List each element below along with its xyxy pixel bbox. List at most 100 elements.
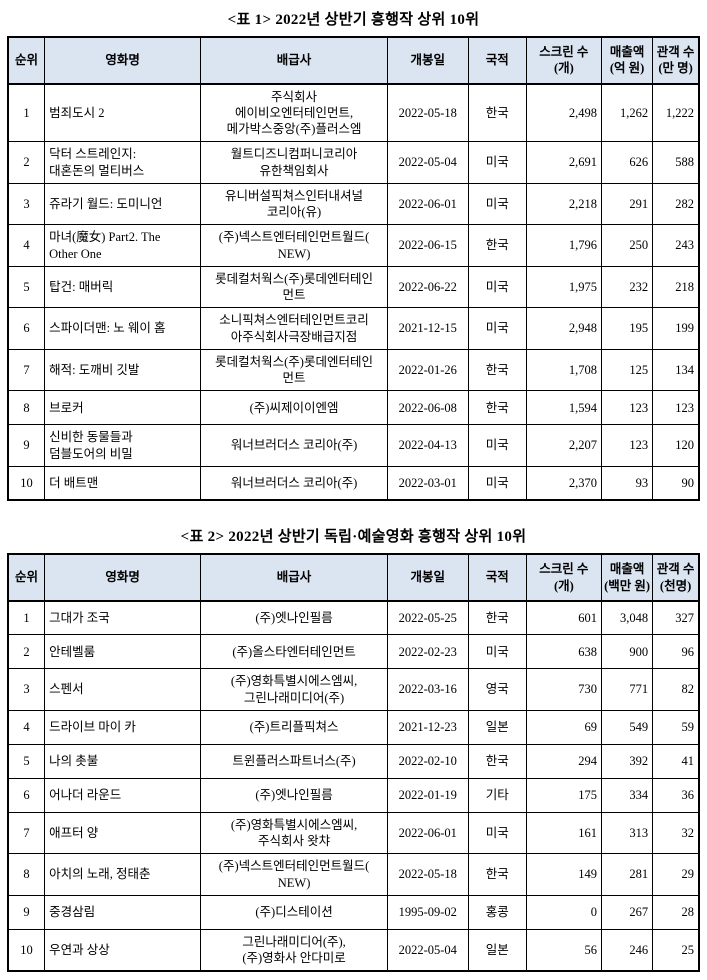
table-1-title: <표 1> 2022년 상반기 흥행작 상위 10위 xyxy=(227,12,480,28)
cell-audience: 90 xyxy=(652,465,700,501)
cell-title: 나의 촛불 xyxy=(44,743,202,779)
column-header-revenue: 매출액 (억 원) xyxy=(601,36,654,85)
table-row: 6 스파이더맨: 노 웨이 홈 소니픽쳐스엔터테인먼트코리 아주식회사극장배급지점 2… xyxy=(7,307,700,350)
cell-distributor: 롯데컬처웍스(주)롯데엔터테인 먼트 xyxy=(200,265,388,309)
cell-audience: 588 xyxy=(652,141,700,184)
cell-title: 브로커 xyxy=(44,390,202,426)
cell-revenue: 232 xyxy=(601,265,654,309)
table-row: 8 아치의 노래, 정태춘 (주)넥스트엔터테인먼트월드( NEW) 2022-05-… xyxy=(7,853,700,896)
cell-screens: 2,948 xyxy=(525,307,603,350)
cell-rank: 3 xyxy=(7,182,46,226)
cell-screens: 2,218 xyxy=(525,182,603,226)
cell-nationality: 한국 xyxy=(467,224,527,267)
cell-release_date: 2022-04-13 xyxy=(386,424,469,467)
cell-title: 드라이브 마이 카 xyxy=(44,709,202,745)
table-row: 9 신비한 동물들과 덤블도어의 비밀 워너브러더스 코리아(주) 2022-04-1… xyxy=(7,424,700,467)
cell-screens: 1,975 xyxy=(525,265,603,309)
cell-rank: 1 xyxy=(7,600,46,636)
cell-distributor: 트윈플러스파트너스(주) xyxy=(200,743,388,779)
cell-nationality: 기타 xyxy=(467,777,527,813)
cell-audience: 123 xyxy=(652,390,700,426)
column-header-title: 영화명 xyxy=(44,553,202,602)
cell-rank: 7 xyxy=(7,348,46,392)
cell-audience: 327 xyxy=(652,600,700,636)
table-row: 5 나의 촛불 트윈플러스파트너스(주) 2022-02-10 한국 294 392 41 xyxy=(7,743,700,779)
column-header-title: 영화명 xyxy=(44,36,202,85)
cell-screens: 2,207 xyxy=(525,424,603,467)
table-2-section: <표 2> 2022년 상반기 독립·예술영화 흥행작 상위 10위 순위 영화명… xyxy=(7,525,700,973)
column-header-screens: 스크린 수 (개) xyxy=(525,36,603,85)
cell-title: 그대가 조국 xyxy=(44,600,202,636)
cell-audience: 96 xyxy=(652,634,700,670)
cell-distributor: (주)씨제이이엔엠 xyxy=(200,390,388,426)
cell-nationality: 미국 xyxy=(467,265,527,309)
cell-rank: 10 xyxy=(7,928,46,972)
cell-nationality: 미국 xyxy=(467,182,527,226)
cell-rank: 5 xyxy=(7,265,46,309)
cell-release_date: 2022-06-15 xyxy=(386,224,469,267)
table-row: 8 브로커 (주)씨제이이엔엠 2022-06-08 한국 1,594 123 123 xyxy=(7,390,700,426)
column-header-release_date: 개봉일 xyxy=(386,36,469,85)
cell-title: 더 배트맨 xyxy=(44,465,202,501)
cell-title: 스파이더맨: 노 웨이 홈 xyxy=(44,307,202,350)
cell-audience: 243 xyxy=(652,224,700,267)
indie-art-table-2: 순위 영화명 배급사 개봉일 국적 스크린 수 (개) 매출액 (백만 원) 관객 수 (천명… xyxy=(7,553,700,973)
cell-screens: 1,708 xyxy=(525,348,603,392)
cell-release_date: 2022-05-25 xyxy=(386,600,469,636)
cell-rank: 2 xyxy=(7,634,46,670)
cell-screens: 2,370 xyxy=(525,465,603,501)
cell-nationality: 홍콩 xyxy=(467,894,527,930)
table-row: 10 더 배트맨 워너브러더스 코리아(주) 2022-03-01 미국 2,370 93 9… xyxy=(7,465,700,501)
cell-screens: 69 xyxy=(525,709,603,745)
cell-distributor: (주)넥스트엔터테인먼트월드( NEW) xyxy=(200,224,388,267)
table-row: 4 마녀(魔女) Part2. The Other One (주)넥스트엔터테인먼트… xyxy=(7,224,700,267)
cell-audience: 82 xyxy=(652,668,700,711)
cell-distributor: (주)트리플픽쳐스 xyxy=(200,709,388,745)
table-row: 7 애프터 양 (주)영화특별시에스엠씨, 주식회사 왓챠 2022-06-01 미국 1… xyxy=(7,811,700,855)
cell-rank: 5 xyxy=(7,743,46,779)
cell-revenue: 267 xyxy=(601,894,654,930)
header-row: 순위 영화명 배급사 개봉일 국적 스크린 수 (개) 매출액 (백만 원) 관객 수 (천명… xyxy=(7,553,700,602)
cell-screens: 175 xyxy=(525,777,603,813)
cell-release_date: 2022-05-04 xyxy=(386,928,469,972)
cell-release_date: 2022-02-10 xyxy=(386,743,469,779)
cell-nationality: 미국 xyxy=(467,634,527,670)
cell-rank: 9 xyxy=(7,894,46,930)
column-header-distributor: 배급사 xyxy=(200,553,388,602)
cell-title: 탑건: 매버릭 xyxy=(44,265,202,309)
cell-release_date: 2022-03-01 xyxy=(386,465,469,501)
cell-title: 안테벨룸 xyxy=(44,634,202,670)
column-header-nationality: 국적 xyxy=(467,36,527,85)
cell-nationality: 영국 xyxy=(467,668,527,711)
cell-distributor: 워너브러더스 코리아(주) xyxy=(200,465,388,501)
cell-audience: 120 xyxy=(652,424,700,467)
cell-distributor: 월트디즈니컴퍼니코리아 유한책임회사 xyxy=(200,141,388,184)
cell-release_date: 2022-06-22 xyxy=(386,265,469,309)
cell-screens: 56 xyxy=(525,928,603,972)
cell-title: 마녀(魔女) Part2. The Other One xyxy=(44,224,202,267)
table-row: 6 어나더 라운드 (주)엣나인필름 2022-01-19 기타 175 334 36 xyxy=(7,777,700,813)
cell-title: 닥터 스트레인지: 대혼돈의 멀티버스 xyxy=(44,141,202,184)
cell-title: 스펜서 xyxy=(44,668,202,711)
cell-audience: 199 xyxy=(652,307,700,350)
cell-release_date: 1995-09-02 xyxy=(386,894,469,930)
cell-rank: 1 xyxy=(7,82,46,143)
cell-revenue: 291 xyxy=(601,182,654,226)
cell-rank: 8 xyxy=(7,390,46,426)
cell-revenue: 1,262 xyxy=(601,82,654,143)
cell-nationality: 한국 xyxy=(467,853,527,896)
cell-revenue: 549 xyxy=(601,709,654,745)
cell-audience: 59 xyxy=(652,709,700,745)
cell-audience: 134 xyxy=(652,348,700,392)
cell-rank: 10 xyxy=(7,465,46,501)
cell-audience: 218 xyxy=(652,265,700,309)
cell-screens: 638 xyxy=(525,634,603,670)
cell-nationality: 일본 xyxy=(467,709,527,745)
cell-release_date: 2021-12-23 xyxy=(386,709,469,745)
cell-revenue: 93 xyxy=(601,465,654,501)
table-row: 2 안테벨룸 (주)올스타엔터테인먼트 2022-02-23 미국 638 900 96 xyxy=(7,634,700,670)
cell-nationality: 미국 xyxy=(467,465,527,501)
cell-screens: 161 xyxy=(525,811,603,855)
column-header-rank: 순위 xyxy=(7,553,46,602)
cell-rank: 8 xyxy=(7,853,46,896)
